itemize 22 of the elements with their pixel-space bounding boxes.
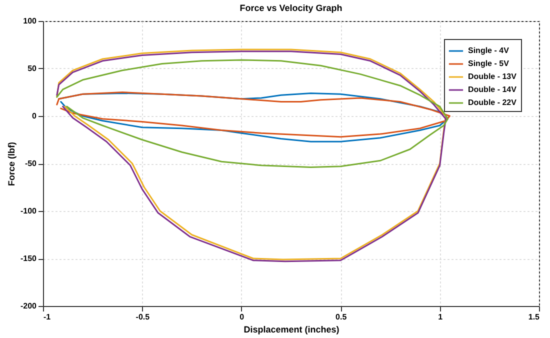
line-series (56, 59, 448, 168)
x-tick-label: -1 (44, 312, 52, 322)
legend-label: Double - 13V (468, 72, 518, 81)
y-tick-label: -100 (20, 206, 38, 216)
y-axis-title: Force (lbf) (6, 142, 16, 186)
y-tick-label: 50 (28, 64, 38, 73)
x-tick-label: 0 (240, 312, 245, 322)
legend-label: Single - 5V (468, 59, 510, 68)
y-tick-label: 100 (23, 16, 38, 26)
y-tick-label: -150 (20, 254, 38, 263)
y-tick-label: 0 (32, 112, 38, 120)
legend-label: Double - 22V (468, 98, 518, 107)
chart-title: Force vs Velocity Graph (240, 3, 342, 13)
x-tick-label: 0.5 (336, 312, 348, 322)
x-axis-title: Displacement (inches) (244, 324, 340, 334)
y-tick-label: -50 (24, 159, 38, 168)
legend-label: Double - 14V (468, 85, 518, 94)
legend-label: Single - 4V (468, 46, 510, 55)
x-tick-label: 1.5 (528, 312, 540, 322)
x-tick-label: 1 (438, 312, 444, 322)
y-tick-label: -200 (20, 302, 38, 310)
x-tick-label: -0.5 (136, 312, 150, 322)
